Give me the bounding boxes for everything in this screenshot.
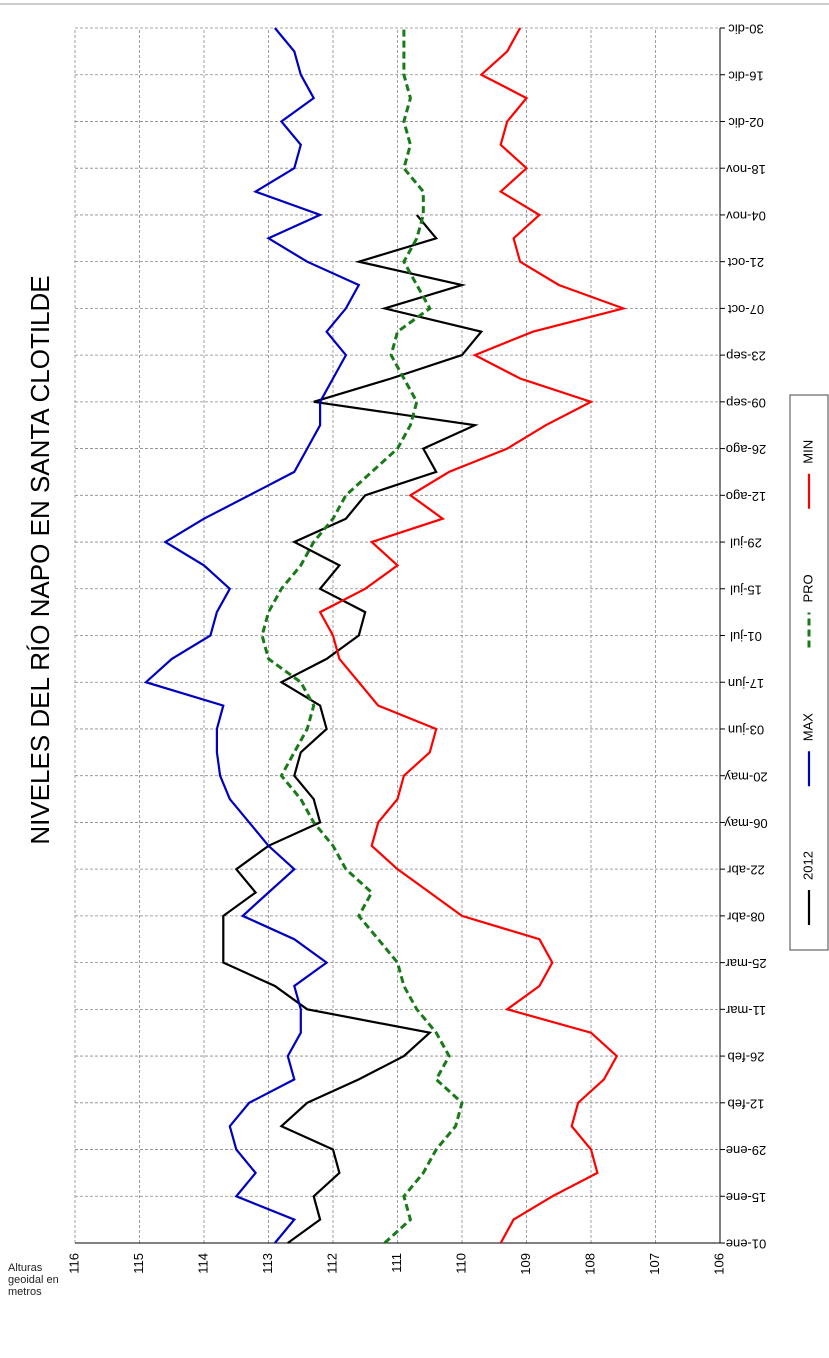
x-tick-label: 07-oct — [728, 302, 765, 317]
x-tick-label: 22-abr — [727, 863, 765, 878]
y-tick-label: 113 — [260, 1253, 275, 1274]
rotated-chart: NIVELES DEL RÍO NAPO EN SANTA CLOTILDE 1… — [25, 22, 829, 1275]
x-tick-label: 20-may — [724, 769, 768, 784]
y-tick-label: 108 — [582, 1253, 597, 1275]
x-tick-label: 12-feb — [728, 1096, 765, 1111]
x-tick-label: 15-jul — [730, 582, 762, 597]
y-tick-label: 116 — [66, 1253, 81, 1274]
x-tick-label: 26-feb — [728, 1050, 765, 1065]
x-tick-label: 02-dic — [728, 115, 764, 130]
y-tick-label: 106 — [711, 1253, 726, 1275]
legend-label: 2012 — [800, 851, 815, 880]
x-tick-label: 25-mar — [725, 956, 767, 971]
y-tick-label: 107 — [647, 1253, 662, 1275]
legend-box — [789, 394, 829, 951]
x-tick-label: 17-jun — [728, 676, 764, 691]
legend-label: MIN — [800, 440, 815, 464]
y-tick-label: 114 — [195, 1253, 210, 1274]
x-tick-label: 21-oct — [728, 255, 765, 270]
x-tick-label: 04-nov — [726, 208, 766, 223]
x-tick-label: 15-ene — [726, 1190, 766, 1205]
x-tick-label: 01-ene — [726, 1237, 766, 1252]
x-tick-label: 23-sep — [726, 349, 766, 364]
x-tick-label: 03-jun — [728, 723, 764, 738]
chart-title: NIVELES DEL RÍO NAPO EN SANTA CLOTILDE — [25, 275, 55, 844]
series-line — [143, 27, 361, 1244]
x-tick-label: 30-dic — [728, 22, 764, 37]
legend-label: PRO — [800, 574, 815, 602]
x-tick-label: 12-ago — [726, 489, 766, 504]
x-tick-label: 18-nov — [726, 162, 766, 177]
x-tick-label: 11-mar — [725, 1003, 766, 1018]
x-tick-label: 09-sep — [726, 395, 766, 410]
x-tick-label: 29-jul — [730, 536, 762, 551]
y-tick-label: 111 — [389, 1253, 404, 1273]
series-line — [260, 28, 464, 1245]
x-tick-label: 29-ene — [726, 1143, 766, 1158]
x-tick-label: 06-may — [724, 816, 768, 831]
series-line — [318, 27, 628, 1244]
y-tick-label: 109 — [518, 1253, 533, 1275]
series-line — [222, 214, 484, 1244]
y-tick-label: 110 — [453, 1253, 468, 1274]
x-tick-label: 01-jul — [730, 629, 762, 644]
y-tick-label: 115 — [131, 1253, 146, 1274]
x-tick-label: 08-abr — [727, 909, 765, 924]
y-tick-label: 112 — [324, 1253, 339, 1274]
x-tick-label: 26-ago — [726, 442, 766, 457]
legend-label: MAX — [800, 713, 815, 742]
y-axis-label: Alturas geoidal en metros — [8, 1262, 59, 1298]
x-tick-label: 16-dic — [728, 68, 764, 83]
